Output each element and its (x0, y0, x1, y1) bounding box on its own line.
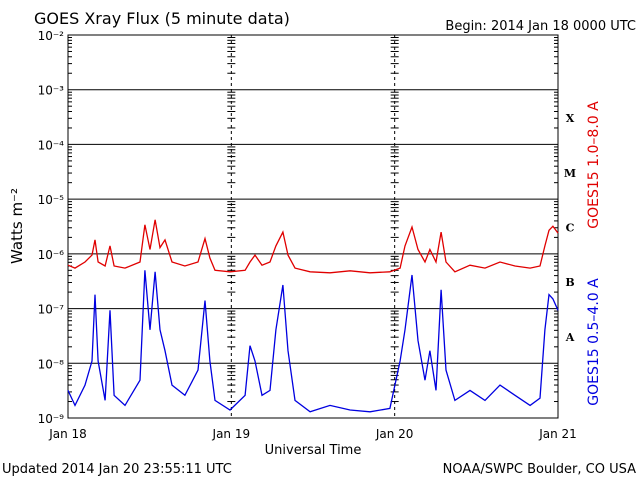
legend-entry: GOES15 1.0–8.0 A (586, 101, 602, 229)
x-tick-label: Jan 19 (212, 427, 251, 441)
chart-title: GOES Xray Flux (5 minute data) (34, 9, 290, 28)
y-tick-label: 10⁻² (38, 29, 65, 43)
x-tick-label: Jan 21 (538, 427, 577, 441)
series-line (67, 270, 559, 413)
y-tick-label: 10⁻⁵ (38, 193, 65, 207)
footer-right: NOAA/SWPC Boulder, CO USA (443, 462, 636, 477)
footer-left: Updated 2014 Jan 20 23:55:11 UTC (2, 462, 232, 477)
plot-frame (67, 34, 559, 419)
y-tick-label: 10⁻³ (38, 84, 65, 98)
x-tick-label: Jan 18 (48, 427, 87, 441)
y-tick-label: 10⁻⁹ (38, 412, 65, 426)
legend-entry: GOES15 0.5–4.0 A (586, 278, 602, 406)
y-tick-label: 10⁻⁷ (38, 303, 65, 317)
y-tick-label: 10⁻⁴ (38, 138, 65, 152)
class-label: M (564, 167, 576, 180)
class-label: B (565, 276, 574, 289)
x-tick-label: Jan 20 (375, 427, 414, 441)
x-axis-label: Universal Time (265, 443, 362, 458)
class-label: X (566, 112, 575, 125)
class-label: A (565, 331, 575, 344)
y-tick-label: 10⁻⁶ (38, 248, 65, 262)
series-line (67, 219, 559, 274)
y-tick-label: 10⁻⁸ (38, 357, 65, 371)
class-label: C (566, 222, 575, 235)
y-axis-label: Watts m⁻² (8, 188, 26, 264)
chart-subtitle: Begin: 2014 Jan 18 0000 UTC (445, 19, 636, 34)
